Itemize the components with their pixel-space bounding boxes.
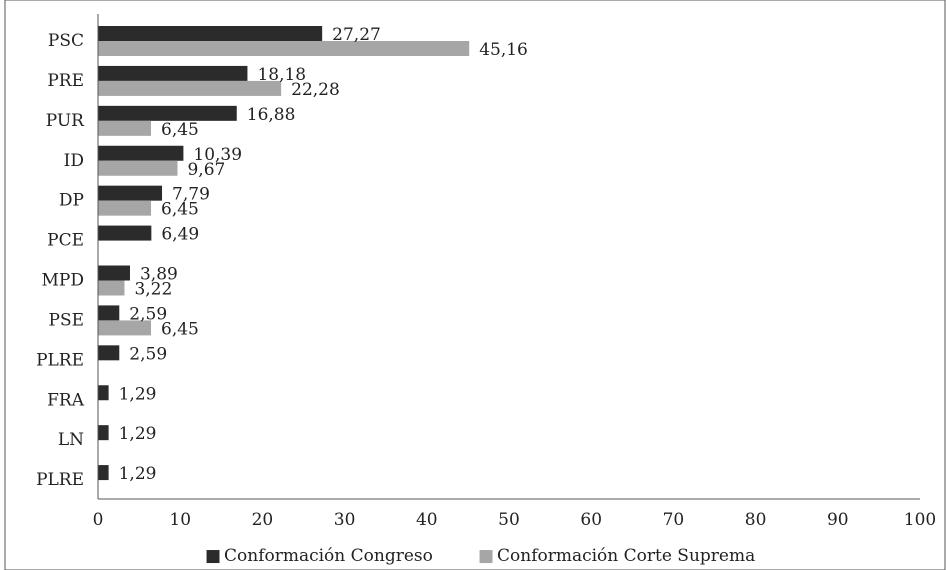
bar-congreso [98,65,248,81]
x-axis: 0 10 20 30 40 50 60 70 80 90 100 [93,14,936,530]
value-label-congreso: 1,29 [119,464,157,484]
bar-congreso [98,145,184,161]
value-label-congreso: 2,59 [129,304,167,324]
bar-corte-suprema [98,320,152,336]
bar-corte-suprema [98,280,125,296]
value-label-congreso: 1,29 [119,384,157,404]
value-label-corte-suprema: 6,45 [161,120,199,140]
category-label: MPD [42,271,84,291]
bar-congreso [98,225,152,241]
x-tick-label: 80 [745,510,767,530]
legend-label-corte: Conformación Corte Suprema [497,546,755,566]
category-label: FRA [47,390,85,410]
bars-layer [98,26,470,481]
value-label-congreso: 18,18 [257,65,306,85]
value-label-corte-suprema: 45,16 [479,40,528,60]
bar-congreso [98,105,237,121]
category-label: PLRE [36,470,84,490]
category-label: PSC [48,31,84,51]
legend: ■ Conformación Congreso ■ Conformación C… [205,546,755,566]
value-label-congreso: 6,49 [161,225,199,245]
value-label-corte-suprema: 3,22 [134,280,172,300]
bar-congreso [98,305,120,321]
category-label: DP [59,191,84,211]
legend-label-congreso: Conformación Congreso [224,546,433,566]
category-label: PRE [47,71,84,91]
category-labels-layer: PSC PRE PUR ID DP PCE MPD PSE PLRE FRA LN PLRE [36,31,85,490]
x-tick-label: 90 [827,510,849,530]
value-label-congreso: 16,88 [247,105,296,125]
bar-corte-suprema [98,80,282,96]
x-tick-label: 0 [93,510,104,530]
bar-corte-suprema [98,41,470,56]
value-label-corte-suprema: 6,45 [161,200,199,220]
legend-marker-corte: ■ [478,546,494,566]
x-tick-label: 60 [580,510,602,530]
bar-corte-suprema [98,160,178,176]
value-label-corte-suprema: 22,28 [291,80,340,100]
category-label: PSE [49,310,85,330]
bar-corte-suprema [98,120,152,136]
bar-congreso [98,265,130,281]
value-label-congreso: 1,29 [119,424,157,444]
category-label: PCE [47,231,84,251]
category-label: PUR [46,111,85,131]
bar-congreso [98,185,163,201]
x-tick-label: 10 [169,510,191,530]
bar-corte-suprema [98,200,152,216]
bar-congreso [98,26,323,41]
value-label-corte-suprema: 6,45 [161,319,199,339]
bar-congreso [98,425,109,441]
value-label-corte-suprema: 9,67 [187,160,225,180]
value-label-congreso: 2,59 [129,344,167,364]
x-tick-label: 40 [416,510,438,530]
x-tick-label: 100 [904,510,936,530]
value-label-congreso: 7,79 [172,185,210,205]
bar-congreso [98,465,109,481]
bar-congreso [98,385,109,401]
x-tick-label: 30 [334,510,356,530]
x-tick-label: 20 [252,510,274,530]
legend-marker-congreso: ■ [205,546,221,566]
category-label: LN [58,430,84,450]
category-label: ID [64,151,84,171]
x-tick-label: 70 [663,510,685,530]
value-label-congreso: 10,39 [193,145,242,165]
value-label-congreso: 3,89 [140,265,178,285]
x-tick-label: 50 [498,510,520,530]
category-label: PLRE [36,350,84,370]
value-label-congreso: 27,27 [332,25,381,45]
bar-congreso [98,345,120,361]
